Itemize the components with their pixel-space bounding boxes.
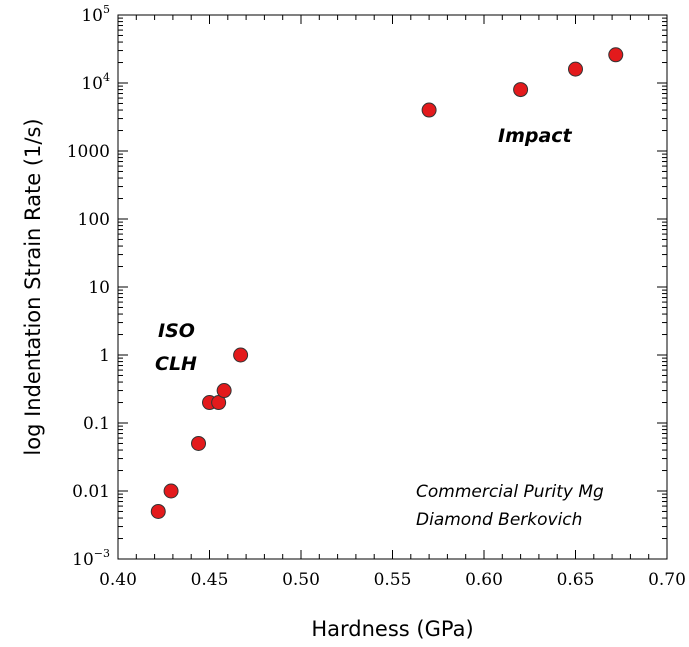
x-tick-label: 0.65 (557, 570, 595, 590)
x-tick-label: 0.45 (191, 570, 229, 590)
y-axis-title: log Indentation Strain Rate (1/s) (21, 118, 45, 455)
plot-frame (117, 14, 668, 560)
data-point (191, 435, 207, 451)
y-tick-label: 0.1 (83, 414, 110, 434)
annotations: ISO CLH Impact Commercial Purity Mg Diamond … (155, 125, 604, 530)
data-points (150, 47, 624, 519)
annotation-iso: ISO (158, 320, 195, 342)
data-point (608, 47, 624, 63)
x-tick-label: 0.40 (99, 570, 137, 590)
data-point (421, 102, 437, 118)
y-tick-label: 105 (81, 3, 110, 26)
annotation-impact: Impact (498, 125, 573, 147)
data-point (163, 483, 179, 499)
annotation-indenter: Diamond Berkovich (416, 510, 582, 530)
data-point (513, 82, 529, 98)
y-tick-label: 0.01 (72, 482, 110, 502)
data-point (216, 383, 232, 399)
x-tick-label: 0.60 (465, 570, 503, 590)
y-tick-label: 104 (81, 71, 110, 94)
x-tick-label: 0.55 (374, 570, 412, 590)
y-tick-label: 10−3 (72, 547, 110, 570)
x-tick-label: 0.50 (282, 570, 320, 590)
annotation-material: Commercial Purity Mg (416, 482, 604, 502)
x-tick-label: 0.70 (648, 570, 686, 590)
data-point (233, 347, 249, 363)
y-tick-label: 1000 (67, 142, 110, 162)
y-tick-label: 10 (88, 278, 110, 298)
x-axis-ticks: 0.40 0.45 0.50 0.55 0.60 0.65 0.70 (99, 15, 686, 590)
annotation-clh: CLH (155, 353, 197, 375)
data-point (150, 503, 166, 519)
y-axis-ticks: 10−3 0.01 0.1 1 10 100 1000 104 105 (67, 3, 667, 570)
y-tick-label: 1 (99, 346, 110, 366)
y-tick-label: 100 (78, 210, 110, 230)
x-axis-title: Hardness (GPa) (311, 617, 473, 641)
data-point (568, 61, 583, 77)
